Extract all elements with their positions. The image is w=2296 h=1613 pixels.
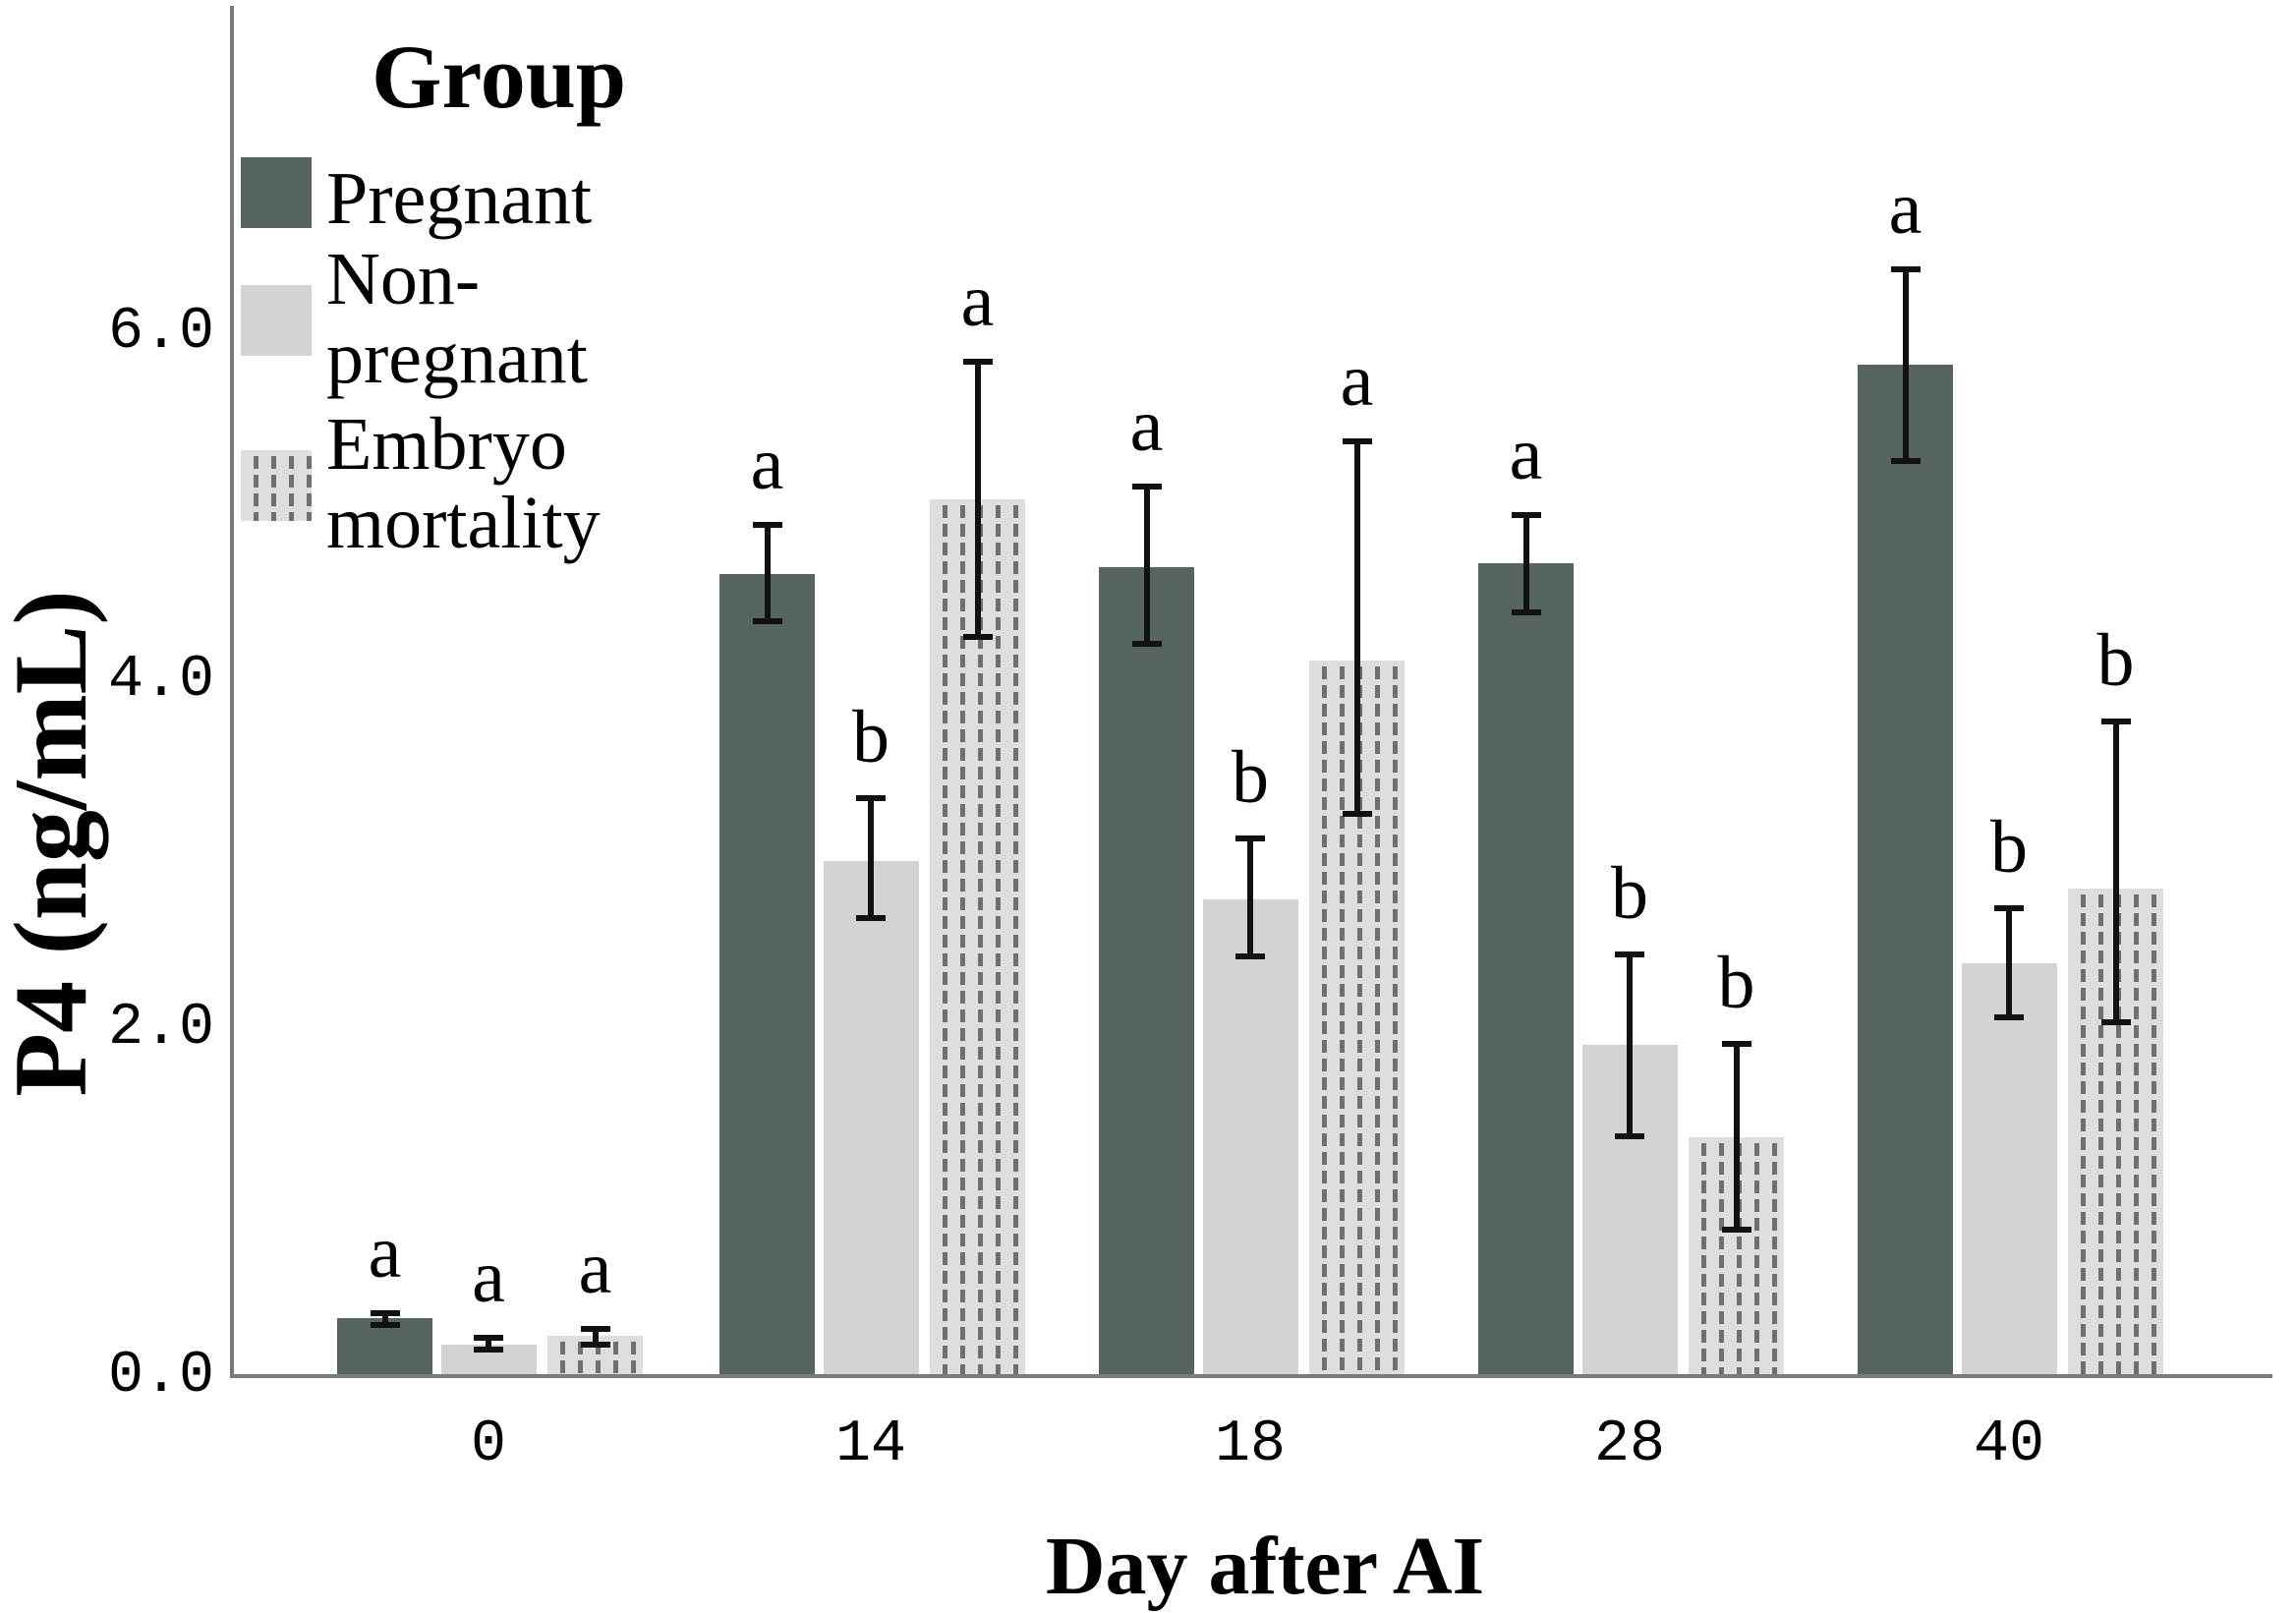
y-tick-label-6.0: 6.0 (107, 299, 214, 366)
error-cap-top-embryo-day40 (2100, 719, 2131, 725)
legend-swatch-non_pregnant (241, 285, 312, 356)
error-cap-top-pregnant-day40 (1890, 266, 1921, 273)
bar-pregnant-day14 (719, 573, 815, 1374)
error-cap-bottom-non_pregnant-day14 (856, 915, 886, 922)
sig-letter-non_pregnant-day14: b (852, 696, 890, 779)
bar-non_pregnant-day14 (823, 860, 919, 1374)
error-cap-top-embryo-day0 (580, 1325, 610, 1332)
error-bar-non_pregnant-day28 (1627, 954, 1633, 1136)
x-tick-label-40: 40 (1973, 1411, 2045, 1478)
error-cap-top-non_pregnant-day28 (1615, 951, 1644, 958)
error-bar-embryo-day18 (1353, 441, 1360, 815)
bar-pregnant-day18 (1099, 566, 1194, 1374)
y-tick-label-2.0: 2.0 (107, 995, 214, 1062)
sig-letter-pregnant-day14: a (750, 423, 784, 506)
y-tick-label-0.0: 0.0 (107, 1343, 214, 1410)
error-bar-pregnant-day18 (1143, 487, 1150, 644)
error-cap-top-embryo-day18 (1342, 438, 1372, 445)
sig-letter-embryo-day28: b (1717, 941, 1755, 1024)
x-tick-label-14: 14 (834, 1411, 907, 1478)
error-cap-top-non_pregnant-day0 (474, 1334, 503, 1341)
sig-letter-non_pregnant-day28: b (1611, 852, 1648, 936)
error-bar-embryo-day0 (592, 1328, 599, 1345)
error-cap-top-non_pregnant-day14 (856, 795, 886, 802)
sig-letter-embryo-day14: a (960, 259, 995, 342)
error-cap-bottom-pregnant-day14 (752, 617, 782, 624)
error-bar-pregnant-day28 (1522, 514, 1529, 612)
y-axis-line (230, 6, 234, 1378)
error-bar-pregnant-day40 (1902, 269, 1909, 461)
error-bar-pregnant-day0 (381, 1313, 388, 1326)
x-tick-label-0: 0 (470, 1411, 507, 1478)
error-bar-non_pregnant-day40 (2006, 907, 2012, 1018)
error-cap-top-non_pregnant-day40 (1994, 904, 2024, 911)
error-cap-bottom-embryo-day18 (1342, 811, 1372, 818)
error-cap-top-embryo-day14 (962, 358, 993, 365)
error-cap-bottom-embryo-day40 (2100, 1019, 2131, 1026)
sig-letter-non_pregnant-day18: b (1232, 735, 1269, 819)
sig-letter-pregnant-day18: a (1129, 384, 1164, 468)
error-cap-bottom-embryo-day0 (580, 1341, 610, 1348)
legend-title: Group (372, 27, 627, 127)
error-bar-embryo-day28 (1733, 1043, 1740, 1231)
sig-letter-embryo-day0: a (578, 1226, 612, 1309)
error-cap-top-embryo-day28 (1721, 1040, 1751, 1047)
legend-label-pregnant: Pregnant (326, 157, 593, 240)
error-cap-top-non_pregnant-day18 (1235, 835, 1265, 841)
sig-letter-non_pregnant-day40: b (1990, 805, 2028, 889)
x-tick-label-28: 28 (1593, 1411, 1666, 1478)
error-cap-top-pregnant-day28 (1511, 511, 1541, 518)
sig-letter-embryo-day40: b (2096, 619, 2135, 703)
error-bar-non_pregnant-day0 (486, 1337, 491, 1351)
error-cap-bottom-non_pregnant-day0 (474, 1347, 503, 1354)
x-tick-label-18: 18 (1214, 1411, 1287, 1478)
error-cap-bottom-pregnant-day18 (1131, 640, 1162, 647)
error-cap-top-pregnant-day14 (752, 522, 782, 529)
bar-non_pregnant-day18 (1202, 898, 1298, 1374)
error-cap-bottom-pregnant-day40 (1890, 457, 1921, 464)
sig-letter-embryo-day18: a (1340, 339, 1374, 423)
sig-letter-pregnant-day28: a (1509, 412, 1543, 495)
error-cap-bottom-embryo-day14 (962, 633, 993, 640)
error-cap-bottom-non_pregnant-day28 (1615, 1132, 1644, 1139)
bar-pregnant-day40 (1858, 365, 1953, 1374)
y-tick-label-4.0: 4.0 (107, 647, 214, 714)
error-cap-bottom-embryo-day28 (1721, 1227, 1751, 1234)
bar-non_pregnant-day40 (1961, 963, 2057, 1374)
legend-swatch-pregnant (241, 157, 312, 228)
bar-embryo-day14 (930, 498, 1025, 1374)
bar-pregnant-day28 (1478, 563, 1574, 1374)
error-bar-non_pregnant-day14 (868, 798, 874, 919)
error-cap-bottom-pregnant-day28 (1511, 608, 1541, 615)
error-cap-bottom-non_pregnant-day40 (1994, 1014, 2024, 1021)
x-axis-title: Day after AI (1045, 1521, 1485, 1612)
error-bar-embryo-day40 (2112, 721, 2119, 1023)
sig-letter-pregnant-day0: a (368, 1211, 402, 1295)
bar-embryo-day28 (1689, 1137, 1784, 1374)
legend-swatch-embryo (241, 450, 312, 521)
legend-label-embryo: Embryo mortality (326, 403, 601, 564)
legend-label-non_pregnant: Non-pregnant (326, 238, 588, 399)
error-bar-non_pregnant-day18 (1247, 837, 1253, 957)
error-bar-pregnant-day14 (764, 525, 771, 621)
error-cap-top-pregnant-day0 (370, 1310, 400, 1317)
error-bar-embryo-day14 (974, 361, 981, 637)
sig-letter-non_pregnant-day0: a (472, 1235, 505, 1318)
error-cap-top-pregnant-day18 (1131, 484, 1162, 490)
error-cap-bottom-pregnant-day0 (370, 1322, 400, 1329)
error-cap-bottom-non_pregnant-day18 (1235, 953, 1265, 960)
sig-letter-pregnant-day40: a (1888, 167, 1923, 251)
x-axis-line (230, 1374, 2272, 1378)
